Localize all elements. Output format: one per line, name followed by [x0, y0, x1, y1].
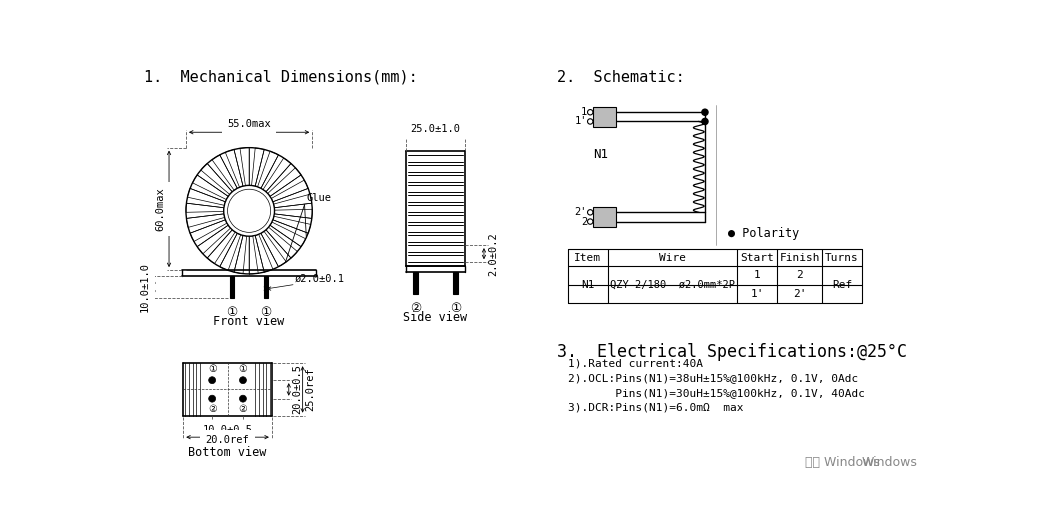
Circle shape — [587, 109, 593, 115]
Polygon shape — [188, 189, 226, 205]
Text: 1.  Mechanical Dimensions(mm):: 1. Mechanical Dimensions(mm): — [144, 70, 418, 85]
Text: Glue: Glue — [306, 193, 332, 203]
Polygon shape — [268, 168, 301, 196]
Text: Bottom view: Bottom view — [189, 447, 267, 459]
Polygon shape — [251, 148, 264, 186]
Text: Windows: Windows — [862, 456, 917, 469]
Circle shape — [209, 376, 215, 384]
Polygon shape — [219, 233, 241, 270]
Text: 2': 2' — [793, 289, 807, 299]
Text: 3).DCR:Pins(N1)=6.0mΩ  max: 3).DCR:Pins(N1)=6.0mΩ max — [568, 402, 743, 413]
Text: ②: ② — [410, 302, 421, 315]
Text: 1: 1 — [754, 270, 761, 280]
Text: Ref: Ref — [832, 280, 852, 290]
Text: ①: ① — [238, 364, 247, 374]
Text: 10.0±0.5: 10.0±0.5 — [202, 425, 252, 435]
Bar — [264, 276, 268, 298]
Polygon shape — [240, 148, 249, 186]
Text: 10.0±1.0: 10.0±1.0 — [140, 262, 149, 312]
Text: 1).Rated current:40A: 1).Rated current:40A — [568, 358, 703, 369]
Text: QZY-2/180  ø2.0mm*2P: QZY-2/180 ø2.0mm*2P — [611, 280, 735, 290]
Text: Turns: Turns — [825, 253, 859, 263]
Text: 20.0±0.5: 20.0±0.5 — [292, 364, 302, 414]
Polygon shape — [272, 216, 311, 233]
Text: 60.0max: 60.0max — [155, 187, 165, 231]
Text: 25.0±1.0: 25.0±1.0 — [410, 124, 460, 134]
Circle shape — [587, 119, 593, 124]
Text: 2.0±0.2: 2.0±0.2 — [489, 232, 498, 276]
Text: 25.0ref: 25.0ref — [305, 367, 316, 412]
Text: 2: 2 — [796, 270, 803, 280]
Polygon shape — [258, 151, 279, 189]
Text: 2).OCL:Pins(N1)=38uH±15%@100kHz, 0.1V, 0Adc: 2).OCL:Pins(N1)=38uH±15%@100kHz, 0.1V, 0… — [568, 373, 859, 383]
Text: Pins(N1)=30uH±15%@100kHz, 0.1V, 40Adc: Pins(N1)=30uH±15%@100kHz, 0.1V, 40Adc — [568, 388, 865, 398]
Polygon shape — [186, 203, 224, 212]
Text: ②: ② — [238, 405, 247, 414]
Text: 3.  Electrical Specifications:@25°C: 3. Electrical Specifications:@25°C — [558, 343, 907, 361]
Text: Finish: Finish — [779, 253, 819, 263]
Bar — [413, 272, 418, 294]
Circle shape — [587, 210, 593, 215]
Text: 1': 1' — [575, 116, 587, 126]
Circle shape — [224, 185, 275, 236]
Polygon shape — [270, 222, 305, 247]
Polygon shape — [208, 230, 235, 263]
Text: ● Polarity: ● Polarity — [728, 227, 799, 239]
Text: N1: N1 — [594, 148, 608, 161]
Polygon shape — [255, 234, 272, 272]
Text: 20.0ref: 20.0ref — [206, 435, 249, 445]
Text: Start: Start — [741, 253, 774, 263]
Text: 1: 1 — [581, 107, 587, 117]
Polygon shape — [200, 164, 232, 194]
Polygon shape — [197, 225, 230, 254]
Text: Front view: Front view — [213, 315, 285, 328]
Polygon shape — [261, 232, 286, 267]
Polygon shape — [271, 180, 308, 202]
Circle shape — [228, 189, 270, 233]
Text: N1: N1 — [581, 280, 595, 290]
Bar — [454, 272, 458, 294]
Polygon shape — [212, 155, 237, 190]
Circle shape — [702, 109, 708, 115]
Bar — [593, 107, 616, 127]
Polygon shape — [249, 236, 259, 274]
Text: ø2.0±0.1: ø2.0±0.1 — [295, 274, 344, 284]
Bar — [230, 276, 234, 298]
Text: Wire: Wire — [659, 253, 686, 263]
Polygon shape — [187, 214, 225, 227]
Text: 2: 2 — [581, 217, 587, 227]
Circle shape — [240, 376, 246, 384]
Circle shape — [702, 118, 708, 125]
Text: Item: Item — [575, 253, 601, 263]
Polygon shape — [193, 175, 228, 200]
Polygon shape — [263, 158, 292, 192]
Circle shape — [240, 395, 246, 402]
Polygon shape — [234, 235, 247, 273]
Text: 激活 Windows: 激活 Windows — [805, 456, 880, 469]
Text: ①: ① — [227, 305, 237, 319]
Text: 1': 1' — [750, 289, 764, 299]
Text: 2': 2' — [575, 207, 587, 217]
Text: ②: ② — [208, 405, 216, 414]
Circle shape — [587, 219, 593, 224]
Circle shape — [209, 395, 215, 402]
Text: 2.  Schematic:: 2. Schematic: — [558, 70, 685, 85]
Polygon shape — [273, 194, 312, 208]
Polygon shape — [266, 227, 298, 258]
Text: ①: ① — [261, 305, 271, 319]
Text: ①: ① — [449, 302, 461, 315]
Text: Side view: Side view — [404, 311, 467, 324]
Polygon shape — [226, 150, 243, 187]
Text: 55.0max: 55.0max — [227, 119, 271, 129]
Bar — [593, 207, 616, 227]
Polygon shape — [275, 209, 313, 218]
Polygon shape — [190, 220, 227, 242]
Text: ①: ① — [208, 364, 216, 374]
